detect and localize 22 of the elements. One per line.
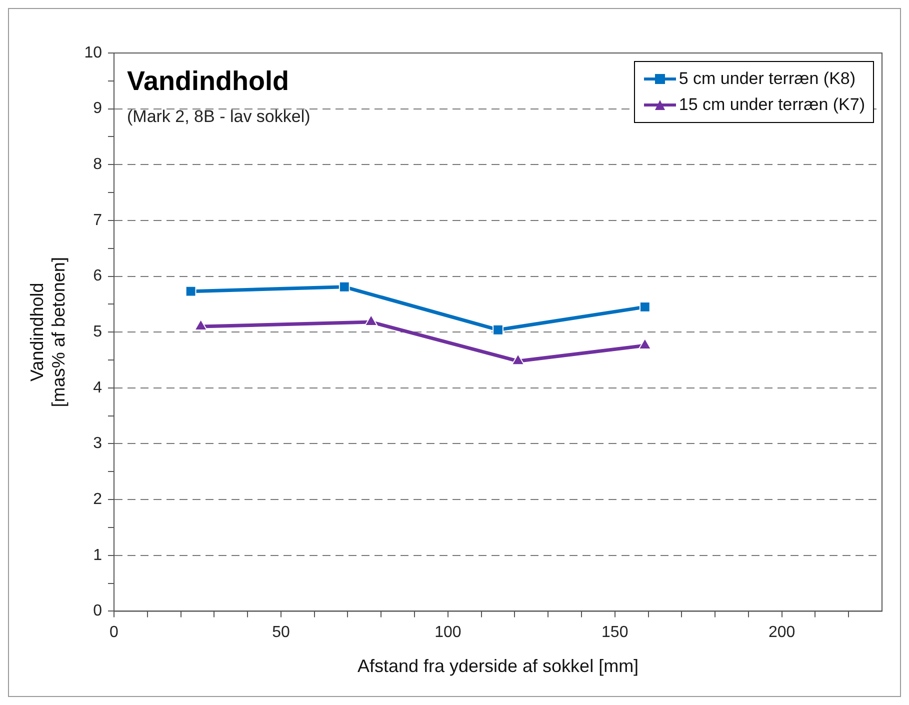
- x-axis-title: Afstand fra yderside af sokkel [mm]: [357, 656, 639, 676]
- x-tick-label: 100: [434, 624, 462, 642]
- y-axis-title: Vandindhold [mas% af betonen]: [26, 257, 68, 408]
- y-tick-label: 5: [93, 324, 102, 341]
- legend-label: 5 cm under terræn (K8): [678, 68, 856, 90]
- x-tick-label: 0: [110, 624, 119, 642]
- x-tick-label: 200: [768, 624, 796, 642]
- text: (Mark 2, 8B - lav sokkel): [126, 107, 310, 126]
- y-tick-label: 3: [93, 435, 102, 452]
- y-tick-label: 4: [93, 379, 102, 396]
- legend-label: 15 cm under terræn (K7): [678, 94, 865, 116]
- y-tick-label: 8: [93, 156, 102, 174]
- y-tick-label: 9: [93, 100, 102, 118]
- y-tick-label: 6: [93, 268, 102, 285]
- y-tick-label: 10: [84, 44, 102, 62]
- y-tick-label: 7: [93, 212, 102, 229]
- y-tick-label: 2: [93, 490, 102, 508]
- y-tick-label: 0: [93, 602, 102, 620]
- y-tick-label: 1: [93, 546, 102, 564]
- text: Vandindhold: [126, 66, 289, 96]
- x-tick-label: 150: [602, 624, 628, 642]
- x-tick-label: 50: [272, 624, 290, 642]
